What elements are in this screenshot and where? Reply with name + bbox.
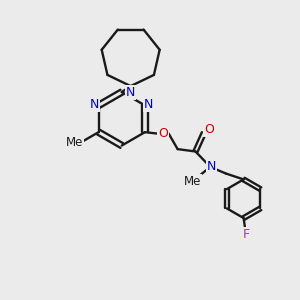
Text: Me: Me bbox=[184, 175, 201, 188]
Text: O: O bbox=[204, 123, 214, 136]
Text: O: O bbox=[158, 127, 168, 140]
Text: N: N bbox=[144, 98, 154, 111]
Text: N: N bbox=[207, 160, 217, 172]
Text: Me: Me bbox=[66, 136, 83, 149]
Text: N: N bbox=[126, 85, 135, 98]
Text: F: F bbox=[242, 228, 250, 241]
Text: N: N bbox=[90, 98, 99, 111]
